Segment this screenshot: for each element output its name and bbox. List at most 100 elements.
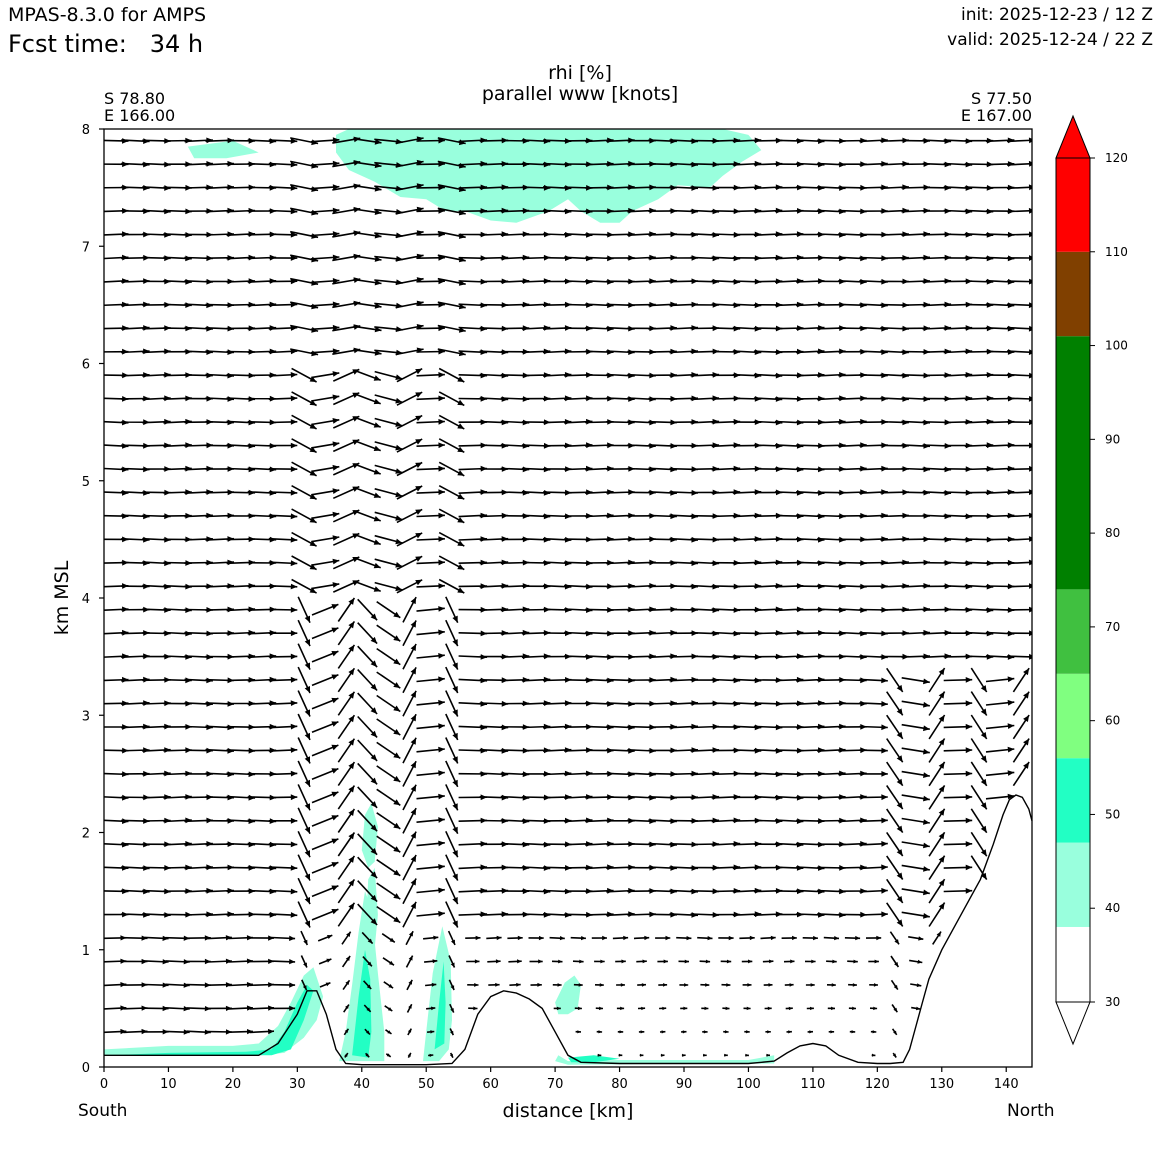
- wind-vector: [732, 372, 762, 379]
- wind-vector: [228, 958, 253, 964]
- wind-vector-head: [290, 208, 298, 215]
- wind-vector-head: [1029, 442, 1032, 449]
- wind-vector-head: [449, 1053, 453, 1058]
- wind-vector-head: [938, 879, 945, 887]
- wind-vector-head: [457, 446, 465, 453]
- wind-vector: [337, 761, 356, 787]
- wind-vector: [268, 817, 298, 824]
- wind-vector-head: [309, 517, 317, 523]
- wind-vector: [928, 738, 946, 763]
- wind-vector: [886, 902, 904, 927]
- wind-vector: [594, 983, 604, 987]
- wind-vector: [374, 511, 403, 521]
- wind-vector-head: [327, 935, 333, 939]
- wind-vector: [732, 747, 762, 754]
- wind-vector-head: [393, 705, 401, 712]
- wind-vector-head: [393, 752, 401, 759]
- wind-vector-head: [1029, 630, 1032, 637]
- wind-vector-head: [395, 468, 403, 474]
- wind-vector: [859, 864, 888, 871]
- wind-vector: [488, 982, 500, 987]
- wind-vector-head: [348, 902, 355, 910]
- wind-vector-head: [395, 491, 403, 498]
- wind-vector-head: [348, 809, 355, 816]
- wind-vector-head: [304, 803, 310, 811]
- wind-vector-head: [965, 723, 973, 730]
- wind-vector-head: [373, 469, 381, 475]
- wind-vector: [416, 489, 445, 495]
- wind-vector: [357, 739, 378, 762]
- wind-vector-head: [309, 470, 317, 476]
- wind-vector: [402, 831, 417, 858]
- wind-vector-head: [290, 419, 298, 425]
- wind-vector: [985, 770, 1015, 777]
- wind-vector: [447, 930, 456, 946]
- wind-vector-head: [374, 256, 382, 262]
- wind-vector: [357, 903, 378, 926]
- wind-vector-head: [452, 639, 458, 647]
- wind-vector: [618, 1053, 623, 1057]
- wind-vector-head: [290, 442, 298, 449]
- wind-vector-head: [162, 959, 169, 965]
- wind-vector: [416, 465, 445, 472]
- wind-vector: [297, 596, 311, 624]
- wind-vector: [376, 671, 401, 689]
- wind-vector: [615, 959, 626, 964]
- wind-vector-head: [366, 984, 372, 989]
- wind-vector: [438, 367, 465, 383]
- wind-vector: [416, 887, 445, 894]
- wind-vector-head: [395, 538, 403, 545]
- wind-vector-head: [438, 489, 445, 495]
- wind-vector: [796, 536, 825, 543]
- wind-vector-head: [747, 983, 752, 987]
- wind-vector: [507, 935, 523, 941]
- wind-vector: [438, 391, 465, 407]
- wind-vector: [357, 598, 378, 621]
- wind-vector: [697, 936, 713, 941]
- wind-vector: [353, 278, 382, 286]
- wind-vector-head: [896, 849, 903, 856]
- wind-vector: [445, 807, 459, 835]
- wind-vector: [985, 723, 1015, 730]
- wind-vector: [297, 877, 311, 905]
- wind-vector: [648, 513, 677, 520]
- wind-vector: [405, 955, 414, 968]
- wind-vector: [207, 982, 232, 988]
- wind-vector: [376, 835, 401, 853]
- wind-vector-head: [644, 935, 650, 941]
- wind-vector-head: [881, 771, 888, 777]
- end-lon: E 167.00: [960, 106, 1032, 125]
- wind-vector: [711, 864, 741, 871]
- wind-vector-head: [438, 583, 445, 589]
- wind-vector-head: [438, 746, 445, 753]
- wind-vector-head: [452, 662, 458, 670]
- wind-vector-head: [388, 984, 394, 989]
- wind-vector: [353, 580, 381, 593]
- wind-vector: [847, 959, 858, 964]
- wind-vector: [416, 629, 445, 636]
- wind-vector: [785, 1006, 793, 1011]
- wind-vector: [743, 1006, 751, 1011]
- wind-vector-head: [810, 983, 815, 987]
- wind-vector: [886, 785, 904, 810]
- wind-vector: [104, 1028, 127, 1035]
- wind-vector-head: [393, 869, 401, 876]
- wind-vector-head: [290, 466, 298, 472]
- wind-vector-head: [348, 691, 355, 699]
- wind-vector-head: [370, 660, 378, 668]
- wind-vector: [376, 859, 401, 877]
- wind-vector: [985, 699, 1015, 706]
- wind-vector-head: [881, 724, 888, 731]
- wind-vector: [910, 983, 922, 988]
- wind-vector-head: [290, 888, 298, 895]
- wind-vector: [396, 485, 423, 500]
- wind-vector: [660, 1053, 665, 1057]
- wind-vector: [500, 301, 530, 308]
- wind-vector: [297, 807, 311, 835]
- wind-vector-head: [438, 653, 445, 659]
- wind-vector-head: [770, 935, 776, 941]
- wind-vector: [763, 983, 773, 987]
- wind-vector-head: [923, 889, 930, 896]
- wind-vector-head: [309, 423, 317, 429]
- wind-vector-head: [452, 826, 458, 834]
